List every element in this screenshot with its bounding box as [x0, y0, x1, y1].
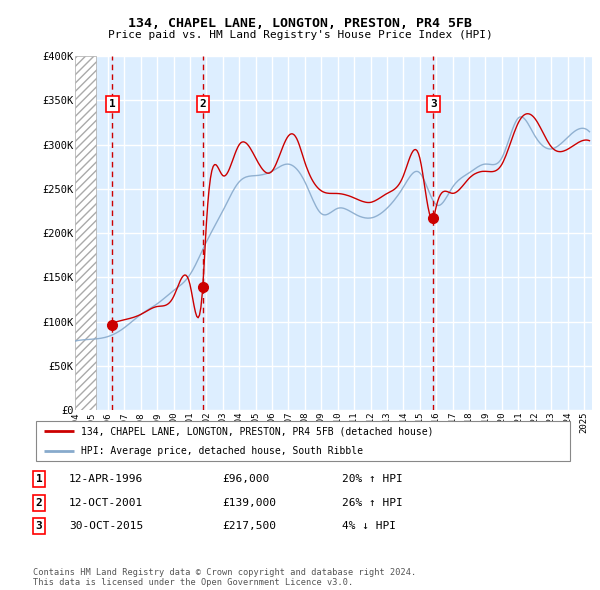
- Text: Price paid vs. HM Land Registry's House Price Index (HPI): Price paid vs. HM Land Registry's House …: [107, 30, 493, 40]
- Text: 2: 2: [35, 498, 43, 507]
- Text: £139,000: £139,000: [222, 498, 276, 507]
- Text: 4% ↓ HPI: 4% ↓ HPI: [342, 522, 396, 531]
- Text: 3: 3: [430, 99, 437, 109]
- Text: 2: 2: [199, 99, 206, 109]
- Text: £96,000: £96,000: [222, 474, 269, 484]
- Text: 134, CHAPEL LANE, LONGTON, PRESTON, PR4 5FB (detached house): 134, CHAPEL LANE, LONGTON, PRESTON, PR4 …: [80, 427, 433, 436]
- Text: 12-APR-1996: 12-APR-1996: [69, 474, 143, 484]
- Text: 3: 3: [35, 522, 43, 531]
- Text: 26% ↑ HPI: 26% ↑ HPI: [342, 498, 403, 507]
- Text: 30-OCT-2015: 30-OCT-2015: [69, 522, 143, 531]
- Text: 12-OCT-2001: 12-OCT-2001: [69, 498, 143, 507]
- Text: 1: 1: [35, 474, 43, 484]
- Text: £217,500: £217,500: [222, 522, 276, 531]
- Text: 20% ↑ HPI: 20% ↑ HPI: [342, 474, 403, 484]
- Text: HPI: Average price, detached house, South Ribble: HPI: Average price, detached house, Sout…: [80, 446, 362, 455]
- Text: 134, CHAPEL LANE, LONGTON, PRESTON, PR4 5FB: 134, CHAPEL LANE, LONGTON, PRESTON, PR4 …: [128, 17, 472, 30]
- FancyBboxPatch shape: [36, 421, 570, 461]
- Text: 1: 1: [109, 99, 116, 109]
- Text: Contains HM Land Registry data © Crown copyright and database right 2024.
This d: Contains HM Land Registry data © Crown c…: [33, 568, 416, 587]
